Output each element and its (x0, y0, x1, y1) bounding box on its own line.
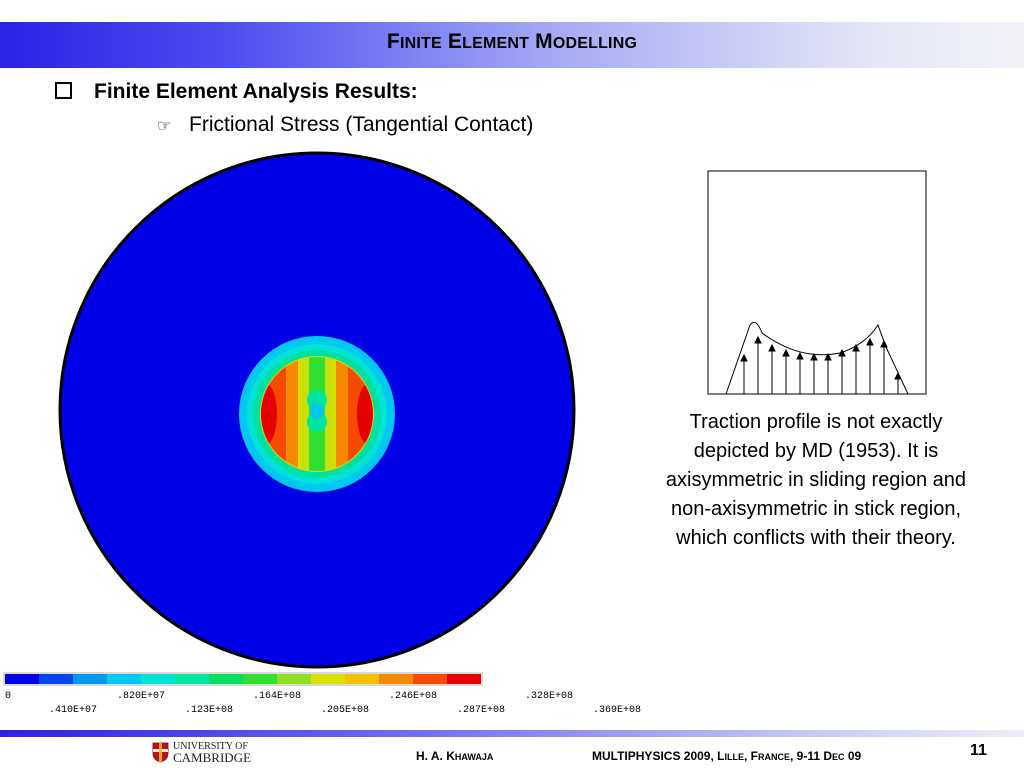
color-scale-swatch (413, 674, 447, 684)
stress-warm-left (286, 357, 298, 471)
stress-peak-right (357, 384, 373, 444)
stress-center-bottom (307, 412, 327, 432)
color-scale-swatch (175, 674, 209, 684)
checkbox-bullet-icon (55, 81, 72, 99)
color-scale-swatch (141, 674, 175, 684)
color-scale-swatch (277, 674, 311, 684)
stress-center-mid (310, 403, 324, 419)
color-scale-label: .820E+07 (117, 691, 165, 702)
stress-center-top (307, 390, 327, 410)
logo-line2: CAMBRIDGE (173, 750, 252, 765)
color-scale-swatch (345, 674, 379, 684)
footer-band (0, 730, 1024, 737)
cambridge-shield-icon (152, 742, 169, 763)
color-scale-label: .369E+08 (593, 705, 641, 716)
header-band (0, 22, 1024, 68)
color-scale-label: .123E+08 (185, 705, 233, 716)
traction-curve (725, 321, 909, 395)
caption-text: Traction profile is not exactly depicted… (665, 411, 967, 549)
color-scale-label: .328E+08 (525, 691, 573, 702)
color-scale: 0 .820E+07 .164E+08 .246E+08 .328E+08 .410E+0… (3, 672, 641, 716)
color-scale-label: .287E+08 (457, 705, 505, 716)
bullet-level1: Finite Element Analysis Results: (55, 80, 418, 104)
traction-arrows (740, 335, 902, 394)
cambridge-logo: UNIVERSITY OF CAMBRIDGE (152, 741, 252, 765)
pointing-hand-icon: ☞ (157, 118, 172, 135)
color-scale-label: .410E+07 (49, 705, 97, 716)
color-scale-swatch (107, 674, 141, 684)
color-scale-swatch (39, 674, 73, 684)
color-scale-label: .246E+08 (389, 691, 437, 702)
bullet-level1-text: Finite Element Analysis Results: (94, 80, 418, 103)
fem-contour-plot (58, 151, 576, 669)
color-scale-swatch (209, 674, 243, 684)
stress-warm-right (336, 357, 348, 471)
color-scale-swatch (379, 674, 413, 684)
color-scale-swatch (311, 674, 345, 684)
color-scale-swatch (5, 674, 39, 684)
color-scale-label: 0 (5, 691, 11, 702)
color-scale-label: .205E+08 (321, 705, 369, 716)
page-number: 11 (970, 742, 987, 759)
bullet-level2: ☞ Frictional Stress (Tangential Contact) (157, 113, 533, 137)
slide-title: FINITE ELEMENT MODELLING (386, 30, 638, 53)
bullet-level2-text: Frictional Stress (Tangential Contact) (189, 113, 534, 136)
color-scale-label: .164E+08 (253, 691, 301, 702)
color-scale-swatch (243, 674, 277, 684)
traction-profile-diagram (707, 170, 927, 395)
color-scale-swatch (447, 674, 481, 684)
footer-conference: MULTIPHYSICS 2009, LILLE, FRANCE, 9-11 D… (592, 749, 862, 763)
logo-line1: UNIVERSITY OF (173, 741, 248, 752)
stress-peak-left (261, 384, 277, 444)
footer-author: H. A. KHAWAJA (416, 749, 494, 763)
color-scale-swatch (73, 674, 107, 684)
